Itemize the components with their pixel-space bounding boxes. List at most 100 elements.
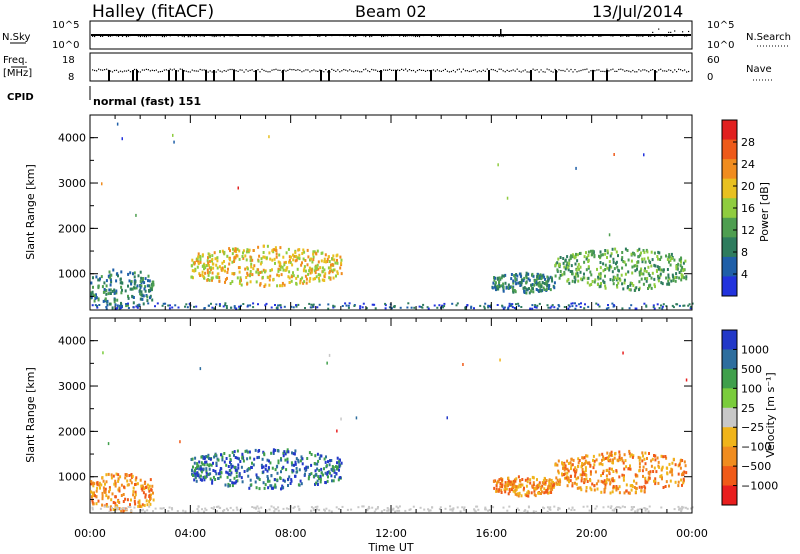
data-cell: [283, 479, 286, 483]
data-cell: [519, 479, 522, 483]
data-cell: [295, 457, 298, 461]
data-cell: [146, 284, 149, 288]
data-cell: [653, 283, 656, 287]
isolated-cell: [107, 442, 110, 446]
data-cell: [571, 463, 574, 467]
ground-cell: [583, 307, 586, 310]
nsearch-dot: [271, 35, 273, 37]
nsearch-dot: [448, 35, 450, 37]
data-cell: [606, 249, 609, 253]
nave-bar: [530, 70, 532, 81]
data-cell: [681, 275, 684, 278]
data-cell: [276, 478, 279, 482]
data-cell: [594, 278, 597, 282]
freq-dot: [289, 68, 291, 70]
power-frame: [89, 114, 693, 311]
data-cell: [629, 281, 632, 285]
data-cell: [648, 284, 650, 288]
freq-dot: [482, 69, 484, 71]
nsearch-dot: [299, 35, 301, 37]
ground-cell: [484, 508, 487, 511]
data-cell: [257, 259, 260, 263]
data-cell: [604, 286, 607, 290]
nsearch-dot: [393, 34, 395, 37]
data-cell: [330, 474, 333, 478]
nsearch-dot: [361, 34, 363, 36]
data-cell: [574, 474, 577, 478]
ground-cell: [279, 304, 282, 307]
nsearch-dot: [341, 34, 343, 36]
data-cell: [569, 270, 572, 273]
data-cell: [134, 483, 136, 486]
cpid-label: CPID: [7, 92, 34, 103]
data-cell: [129, 478, 132, 482]
data-cell: [246, 248, 249, 252]
ground-cell: [678, 508, 680, 511]
data-cell: [263, 452, 266, 456]
data-cell: [130, 481, 133, 485]
freq-dot: [418, 69, 421, 71]
data-cell: [204, 266, 207, 270]
nsearch-dot: [197, 34, 199, 36]
data-cell: [217, 472, 220, 476]
nsearch-dot: [139, 35, 141, 38]
nsearch-dot: [522, 34, 524, 36]
ground-cell: [211, 306, 214, 309]
nsearch-dot: [450, 34, 452, 36]
data-cell: [243, 470, 246, 473]
data-cell: [513, 289, 516, 292]
ground-cell: [386, 507, 389, 509]
nsearch-dot: [287, 35, 289, 37]
data-cell: [104, 487, 107, 491]
data-cell: [537, 289, 540, 293]
data-cell: [241, 480, 244, 484]
data-cell: [572, 458, 575, 462]
freq-dot: [141, 69, 143, 71]
data-cell: [132, 272, 134, 276]
data-cell: [216, 259, 219, 263]
data-cell: [144, 277, 147, 281]
data-cell: [576, 486, 579, 490]
data-cell: [621, 251, 624, 254]
data-cell: [568, 258, 571, 262]
data-cell: [337, 478, 340, 482]
data-cell: [303, 250, 306, 254]
data-cell: [336, 270, 339, 274]
data-cell: [621, 282, 624, 286]
ground-cell: [387, 509, 390, 512]
data-cell: [132, 301, 135, 305]
data-cell: [205, 455, 208, 458]
data-cell: [314, 251, 317, 255]
freq-dot: [285, 70, 287, 72]
data-cell: [211, 278, 213, 282]
data-cell: [610, 478, 613, 482]
data-cell: [127, 296, 130, 300]
data-cell: [206, 463, 209, 467]
ground-cell: [154, 305, 156, 308]
nave-tick-top: 60: [707, 55, 720, 66]
data-cell: [90, 281, 93, 285]
data-cell: [629, 454, 632, 458]
ground-cell: [272, 506, 275, 509]
freq-dot: [570, 68, 572, 71]
nsearch-dot: [357, 34, 359, 37]
freq-dot: [273, 69, 275, 71]
data-cell: [208, 457, 210, 460]
data-cell: [206, 259, 209, 263]
data-cell: [101, 476, 104, 480]
data-cell: [518, 272, 521, 276]
data-cell: [244, 449, 247, 453]
velocity-colorbar-tick-label: 500: [741, 363, 762, 376]
data-cell: [654, 480, 657, 484]
data-cell: [563, 473, 565, 476]
data-cell: [545, 280, 548, 284]
data-cell: [612, 260, 615, 264]
data-cell: [649, 470, 652, 474]
data-cell: [618, 475, 621, 479]
data-cell: [618, 491, 621, 495]
data-cell: [656, 265, 659, 269]
data-cell: [246, 282, 249, 286]
data-cell: [107, 274, 110, 278]
data-cell: [132, 490, 135, 494]
